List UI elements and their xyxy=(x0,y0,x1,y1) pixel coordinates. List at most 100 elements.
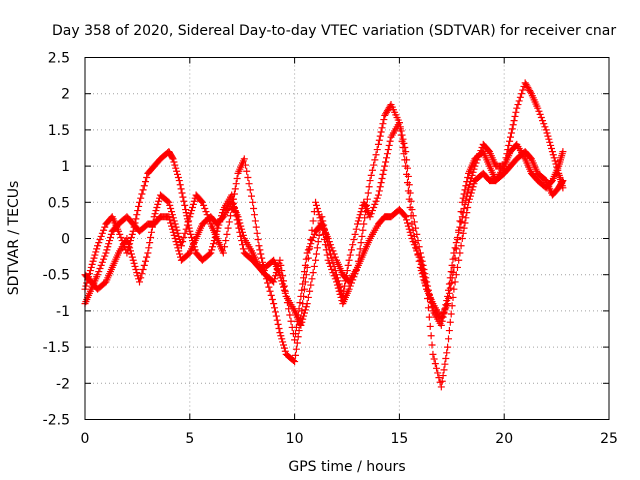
interp-point xyxy=(299,280,307,288)
interp-point xyxy=(384,146,392,154)
interp-point xyxy=(147,233,155,241)
data-point xyxy=(408,206,416,214)
interp-point xyxy=(350,236,358,244)
data-point xyxy=(276,329,284,337)
data-point xyxy=(240,155,248,163)
interp-point xyxy=(173,241,181,249)
interp-point xyxy=(246,186,254,194)
interp-point xyxy=(167,205,175,213)
interp-point xyxy=(132,266,140,274)
interp-point xyxy=(327,241,335,249)
interp-point xyxy=(224,224,232,232)
interp-point xyxy=(385,141,393,149)
data-point xyxy=(171,235,179,242)
interp-point xyxy=(140,261,148,269)
interp-point xyxy=(446,274,454,282)
data-point xyxy=(165,213,173,221)
interp-point xyxy=(97,232,105,240)
y-tick-label: 1.5 xyxy=(48,123,70,139)
data-point xyxy=(324,235,332,242)
interp-point xyxy=(88,260,96,268)
interp-point xyxy=(294,311,302,319)
interp-point xyxy=(146,239,154,247)
interp-point xyxy=(103,246,111,254)
data-point xyxy=(437,383,445,391)
interp-point xyxy=(271,272,279,280)
interp-point xyxy=(164,197,172,205)
interp-point xyxy=(306,287,314,295)
interp-point xyxy=(135,202,143,210)
data-point xyxy=(444,292,452,300)
data-point xyxy=(423,285,431,293)
interp-point xyxy=(127,250,135,258)
interp-point xyxy=(147,228,155,236)
interp-point xyxy=(356,211,364,219)
data-point xyxy=(339,292,347,300)
data-point xyxy=(87,263,95,271)
interp-point xyxy=(95,268,103,276)
interp-point xyxy=(365,183,373,191)
interp-point xyxy=(518,90,526,98)
interp-point xyxy=(455,228,463,236)
interp-point xyxy=(516,93,524,101)
interp-point xyxy=(289,357,297,365)
interp-point xyxy=(456,223,464,231)
interp-point xyxy=(540,120,548,128)
interp-point xyxy=(367,210,375,218)
interp-point xyxy=(363,195,371,203)
data-point xyxy=(171,220,179,228)
interp-point xyxy=(250,205,258,213)
interp-point xyxy=(357,239,365,247)
interp-point xyxy=(334,277,342,285)
data-point xyxy=(333,271,341,279)
interp-point xyxy=(410,218,418,226)
interp-point xyxy=(238,225,246,233)
interp-point xyxy=(469,168,477,176)
interp-point xyxy=(511,112,519,120)
interp-point xyxy=(519,86,527,94)
interp-point xyxy=(180,197,188,205)
interp-point xyxy=(169,228,177,236)
interp-point xyxy=(397,127,405,135)
interp-point xyxy=(357,208,365,216)
interp-point xyxy=(141,178,149,186)
data-point xyxy=(402,148,410,156)
interp-point xyxy=(329,247,337,255)
interp-point xyxy=(187,230,195,238)
interp-point xyxy=(231,185,239,193)
interp-point xyxy=(167,219,175,227)
interp-point xyxy=(368,166,376,174)
data-point xyxy=(548,148,556,156)
data-points xyxy=(81,79,567,391)
interp-point xyxy=(467,175,475,183)
interp-point xyxy=(460,205,468,213)
interp-point xyxy=(291,351,299,359)
interp-point xyxy=(371,156,379,164)
interp-point xyxy=(415,243,423,251)
interp-point xyxy=(133,211,141,219)
series-track-c xyxy=(81,148,567,391)
interp-point xyxy=(412,224,420,232)
interp-point xyxy=(448,302,456,310)
interp-point xyxy=(456,217,464,225)
interp-point xyxy=(243,167,251,175)
interp-point xyxy=(433,364,441,372)
interp-point xyxy=(139,266,147,274)
data-point xyxy=(312,198,320,206)
data-point xyxy=(450,249,458,257)
interp-point xyxy=(372,197,380,205)
interp-point xyxy=(299,315,307,323)
data-point xyxy=(353,220,361,228)
data-point xyxy=(381,162,389,170)
interp-point xyxy=(166,201,174,209)
series-track-b xyxy=(81,119,567,329)
interp-point xyxy=(104,243,112,251)
interp-point xyxy=(509,121,517,129)
interp-point xyxy=(371,200,379,208)
interp-point xyxy=(364,189,372,197)
y-tick-label: 1 xyxy=(61,159,70,175)
data-point xyxy=(408,235,416,242)
interp-point xyxy=(137,194,145,202)
interp-point xyxy=(426,322,434,330)
interp-point xyxy=(325,238,333,246)
